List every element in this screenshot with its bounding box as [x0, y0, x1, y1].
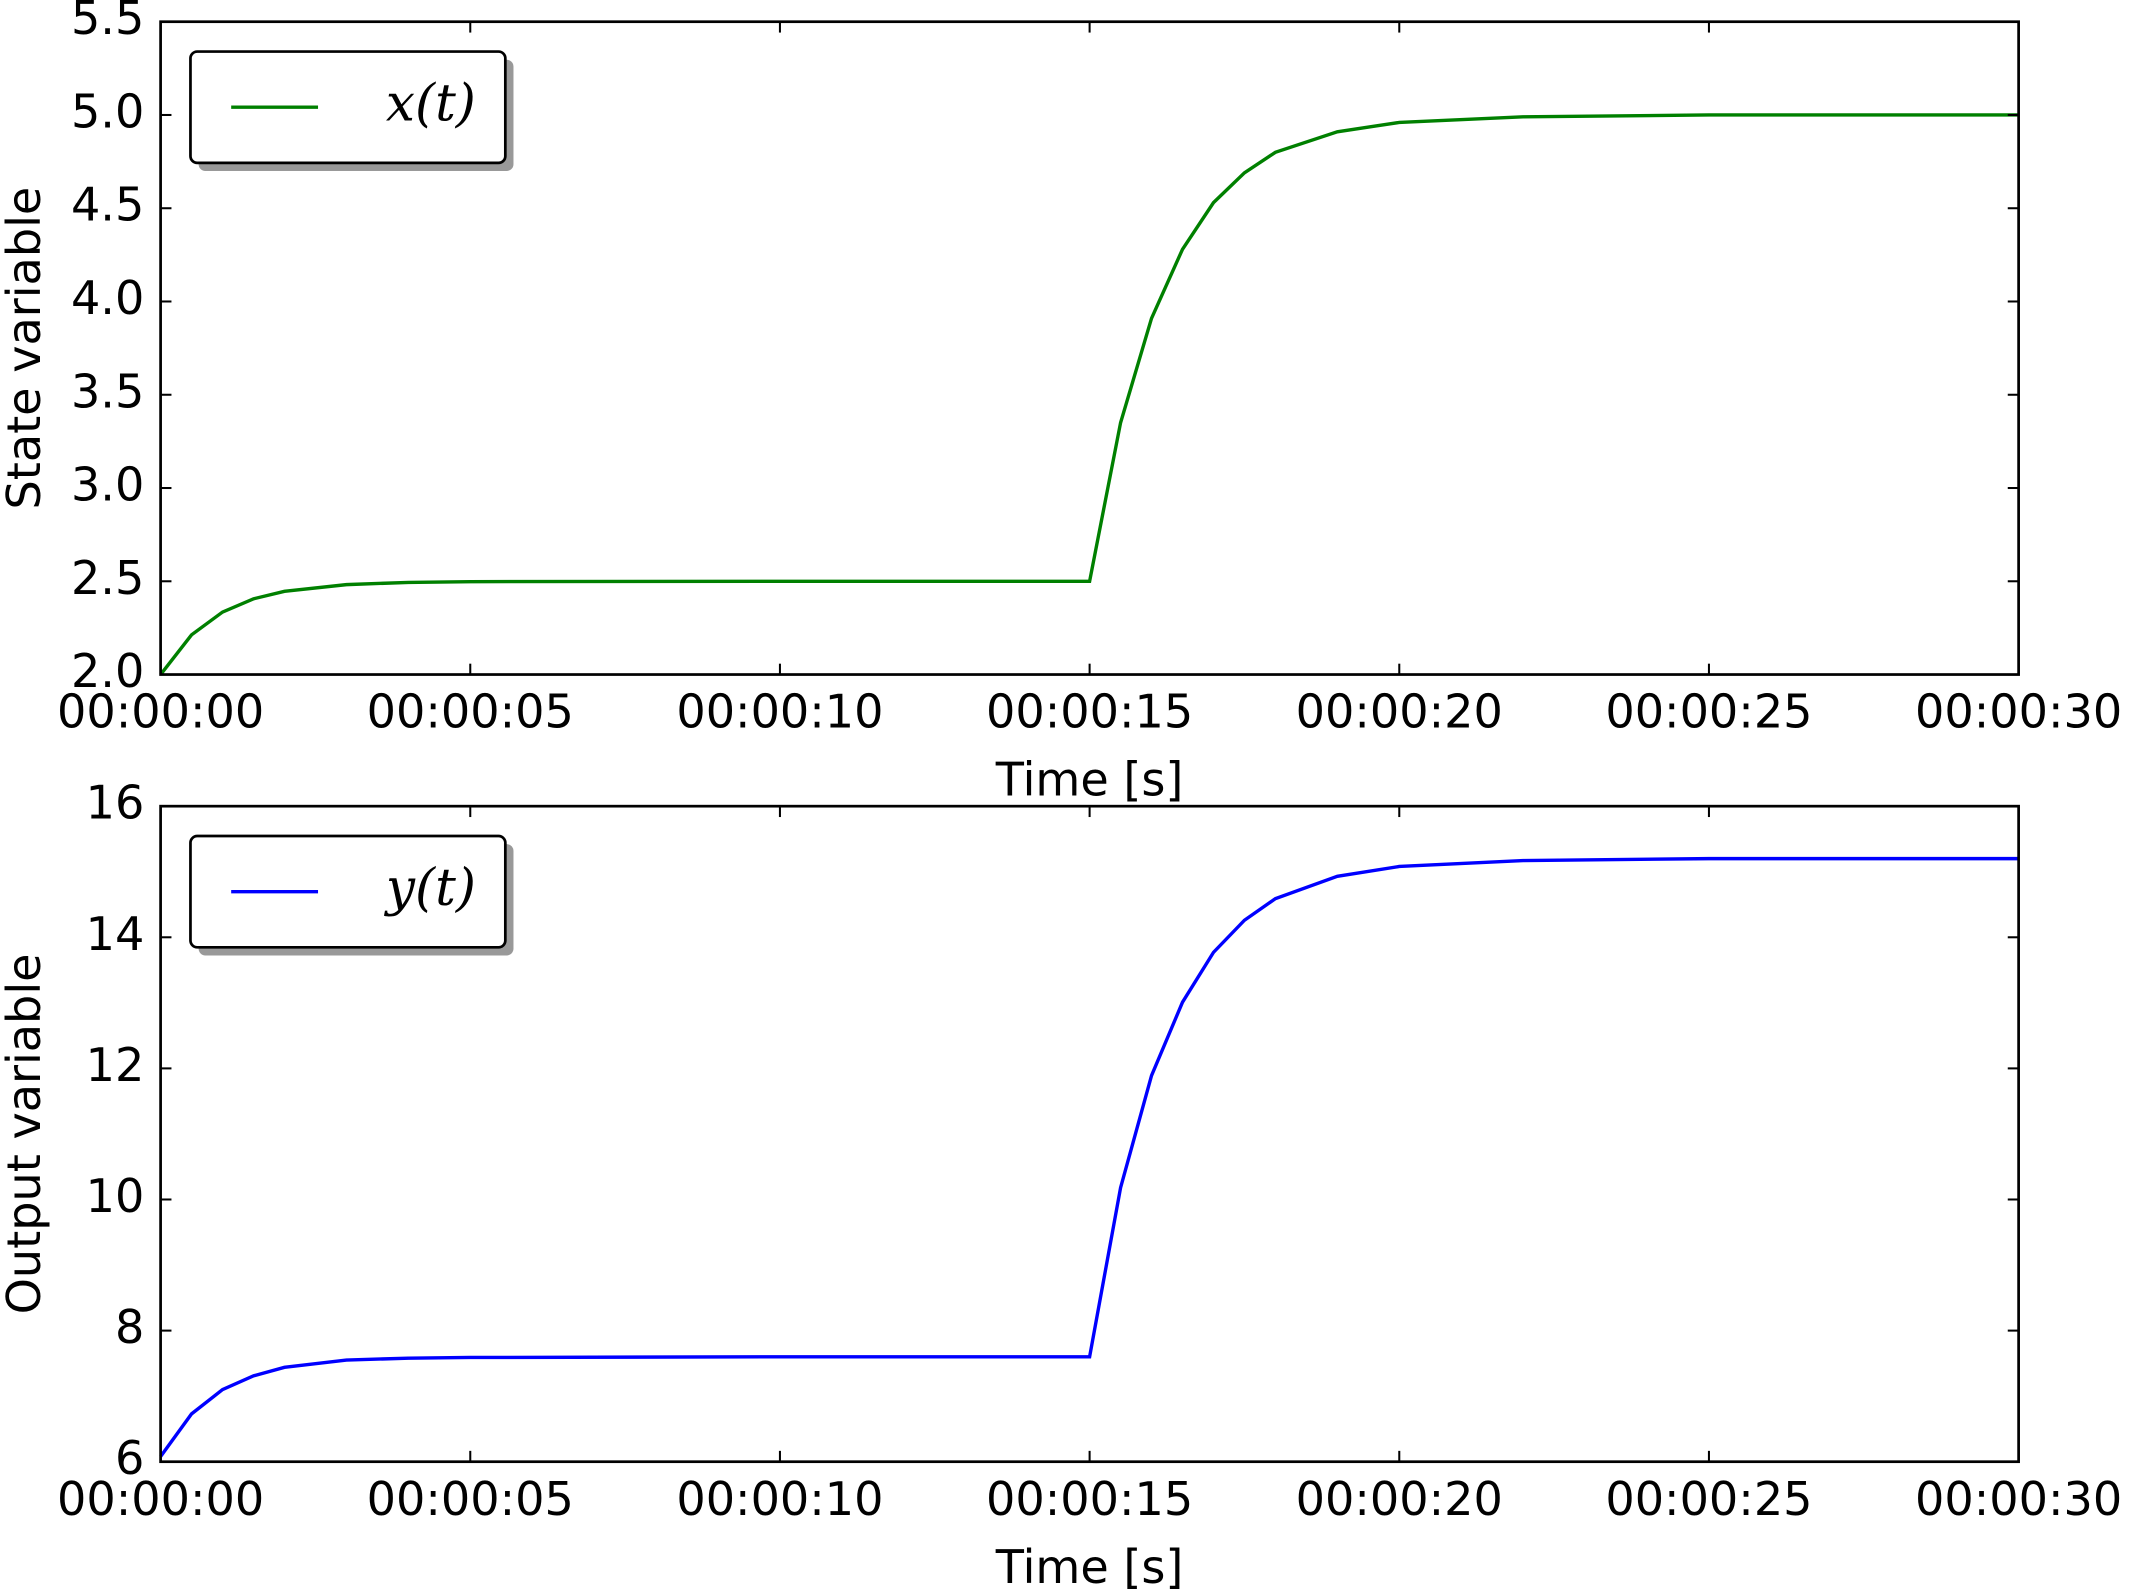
y-tick-label: 4.5	[71, 178, 144, 232]
x-axis-label: Time [s]	[995, 753, 1184, 807]
x-tick-label: 00:00:05	[367, 1472, 574, 1526]
y-tick-label: 2.0	[71, 644, 144, 698]
y-tick-label: 10	[86, 1169, 145, 1223]
x-tick-label: 00:00:30	[1915, 685, 2122, 739]
x-tick-label: 00:00:30	[1915, 1472, 2122, 1526]
x-tick-label: 00:00:00	[57, 685, 264, 739]
y-tick-label: 12	[86, 1038, 145, 1092]
y-axis-label: State variable	[0, 187, 51, 510]
y-tick-label: 3.0	[71, 458, 144, 512]
y-tick-label: 5.0	[71, 84, 144, 138]
y-tick-label: 16	[86, 776, 145, 830]
y-tick-label: 14	[86, 907, 145, 961]
legend	[189, 50, 507, 165]
x-tick-label: 00:00:15	[986, 1472, 1193, 1526]
legend-label: y(t)	[384, 858, 476, 918]
y-tick-label: 2.5	[71, 551, 144, 605]
x-tick-label: 00:00:25	[1605, 685, 1812, 739]
y-tick-label: 6	[115, 1431, 144, 1485]
data-line	[159, 113, 2019, 676]
legend	[189, 834, 507, 949]
x-tick-label: 00:00:20	[1296, 1472, 1503, 1526]
y-axis-label: Output variable	[0, 953, 51, 1314]
x-tick-label: 00:00:10	[676, 1472, 883, 1526]
y-tick-label: 3.5	[71, 364, 144, 418]
y-tick-label: 4.0	[71, 271, 144, 325]
x-tick-label: 00:00:05	[367, 685, 574, 739]
y-tick-label: 8	[115, 1300, 144, 1354]
legend-label: x(t)	[386, 74, 476, 134]
x-axis-label: Time [s]	[995, 1540, 1184, 1592]
x-tick-label: 00:00:15	[986, 685, 1193, 739]
data-line	[159, 856, 2019, 1458]
x-tick-label: 00:00:00	[57, 1472, 264, 1526]
y-tick-label: 5.5	[71, 0, 144, 45]
x-tick-label: 00:00:25	[1605, 1472, 1812, 1526]
x-tick-label: 00:00:10	[676, 685, 883, 739]
x-tick-label: 00:00:20	[1296, 685, 1503, 739]
